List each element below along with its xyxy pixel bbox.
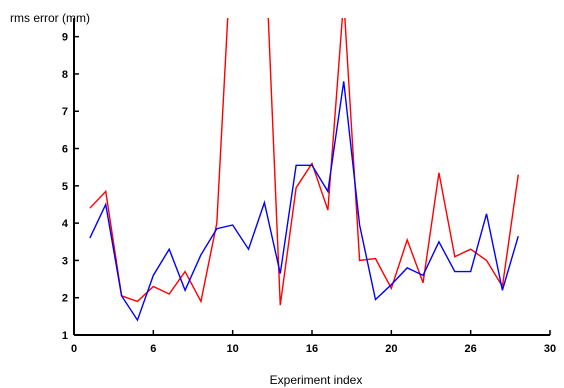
series-line-2 — [89, 81, 519, 322]
x-tick-label: 30 — [544, 343, 556, 355]
x-tick-label: 16 — [306, 343, 318, 355]
y-tick-label: 7 — [62, 106, 68, 118]
y-tick-label: 2 — [62, 293, 68, 305]
plot-area: 1 2 3 4 5 6 7 8 9 0 6 10 16 20 26 30 — [62, 18, 556, 355]
y-tick-label: 5 — [62, 181, 68, 193]
x-tick-label: 6 — [150, 343, 156, 355]
y-tick-label: 9 — [62, 32, 68, 44]
x-tick-label: 20 — [385, 343, 397, 355]
y-tick-label: 6 — [62, 144, 68, 156]
x-tick-label: 0 — [71, 343, 77, 355]
x-axis-title: Experiment index — [270, 373, 363, 387]
y-tick-label: 3 — [62, 255, 68, 267]
y-tick-label: 1 — [62, 330, 68, 342]
x-tick-label: 10 — [227, 343, 239, 355]
y-tick-label: 8 — [62, 69, 68, 81]
series-group — [89, 18, 519, 322]
y-axis-title: rms error (mm) — [10, 11, 90, 25]
x-tick-label: 26 — [465, 343, 477, 355]
y-tick-label: 4 — [62, 218, 69, 230]
series-line-1 — [89, 18, 519, 306]
